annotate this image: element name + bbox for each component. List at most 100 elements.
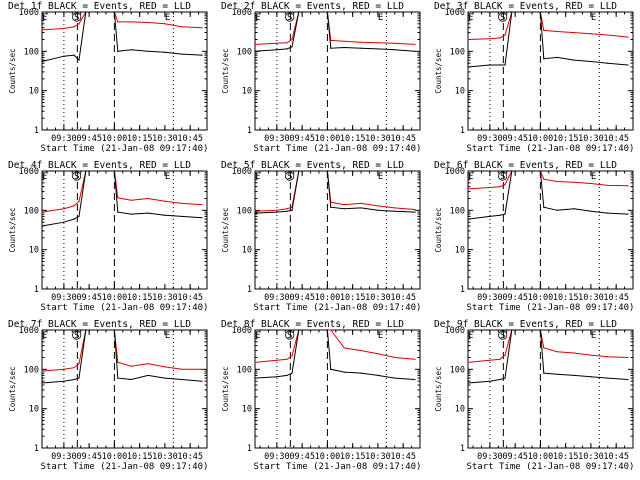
data-point-events xyxy=(360,47,362,49)
x-axis-label: Start Time (21-Jan-08 09:17:40) xyxy=(467,144,635,154)
y-tick-label: 1000 xyxy=(19,326,39,336)
y-tick-label: 1 xyxy=(460,444,465,454)
end-marker-label: E xyxy=(165,13,170,23)
series-line-events xyxy=(41,329,202,384)
x-tick-label: 10:30 xyxy=(365,452,391,462)
data-point-lld xyxy=(201,27,203,29)
data-point-events xyxy=(298,11,300,13)
data-point-lld xyxy=(63,368,65,370)
plot-frame xyxy=(254,170,421,290)
y-tick-label: 1000 xyxy=(445,8,465,18)
data-point-events xyxy=(117,211,119,213)
x-tick-label: 09:30 xyxy=(477,293,503,303)
data-point-events xyxy=(627,64,629,66)
data-point-events xyxy=(41,60,43,63)
data-point-lld xyxy=(343,347,345,349)
x-tick-label: 10:30 xyxy=(152,134,178,144)
data-point-events xyxy=(499,214,501,216)
data-point-lld xyxy=(41,211,43,213)
x-tick-label: 09:30 xyxy=(264,134,290,144)
data-point-events xyxy=(343,208,345,210)
x-tick-label: 09:45 xyxy=(289,134,315,144)
data-point-events xyxy=(254,212,256,214)
data-point-lld xyxy=(276,359,278,361)
data-point-events xyxy=(254,377,256,379)
panel-7: Det 7f BLACK = Events, RED = LLD 1 10 100 10… xyxy=(8,319,208,472)
data-point-lld xyxy=(360,41,362,43)
data-point-lld xyxy=(556,30,558,33)
data-point-lld xyxy=(164,23,166,25)
data-point-events xyxy=(377,209,379,211)
data-point-lld xyxy=(499,37,501,39)
y-tick-label: 100 xyxy=(450,47,465,57)
data-point-lld xyxy=(63,27,65,30)
data-point-events xyxy=(181,53,183,55)
data-point-events xyxy=(489,380,491,382)
x-tick-label: 09:30 xyxy=(51,134,77,144)
data-point-events xyxy=(394,49,396,51)
data-point-lld xyxy=(377,42,379,44)
data-point-events xyxy=(504,64,506,66)
panel-1: Det 1f BLACK = Events, RED = LLD 1 10 100 10… xyxy=(8,1,208,154)
y-tick-label: 1000 xyxy=(445,167,465,177)
start-marker-label: S xyxy=(287,13,292,23)
plot-frame xyxy=(41,170,208,290)
y-axis-label: Counts/sec xyxy=(8,48,17,93)
panel-title: Det 9f BLACK = Events, RED = LLD xyxy=(434,319,617,330)
x-tick-label: 10:00 xyxy=(102,293,128,303)
x-tick-label: 10:30 xyxy=(152,293,178,303)
y-tick-label: 100 xyxy=(24,47,39,57)
x-tick-label: 10:30 xyxy=(578,452,604,462)
panel-title: Det 6f BLACK = Events, RED = LLD xyxy=(434,160,617,171)
data-point-lld xyxy=(78,362,80,365)
series-line-events xyxy=(254,11,415,52)
data-point-lld xyxy=(573,352,575,354)
x-tick-label: 10:45 xyxy=(603,134,629,144)
start-marker-circle xyxy=(285,12,295,22)
data-point-lld xyxy=(360,349,362,352)
y-tick-label: 10 xyxy=(242,405,252,415)
data-point-events xyxy=(539,329,541,331)
end-marker-label: E xyxy=(468,172,473,182)
x-tick-label: 09:45 xyxy=(502,293,528,303)
data-point-events xyxy=(326,11,328,13)
end-marker-label: E xyxy=(165,172,170,182)
data-point-events xyxy=(543,58,545,60)
data-point-lld xyxy=(181,26,183,28)
data-point-events xyxy=(291,46,293,48)
x-tick-label: 09:30 xyxy=(264,452,290,462)
data-point-lld xyxy=(73,367,75,369)
x-tick-label: 10:00 xyxy=(528,293,554,303)
data-point-events xyxy=(63,380,65,382)
data-point-events xyxy=(276,376,278,378)
data-point-events xyxy=(467,66,469,68)
data-point-events xyxy=(164,51,166,53)
x-axis-label: Start Time (21-Jan-08 09:17:40) xyxy=(467,303,635,313)
data-point-events xyxy=(414,211,416,213)
data-point-events xyxy=(377,48,379,50)
series-line-events xyxy=(254,329,415,380)
data-point-lld xyxy=(291,38,293,41)
data-point-events xyxy=(117,50,119,52)
x-tick-label: 10:00 xyxy=(315,134,341,144)
data-point-events xyxy=(627,378,629,381)
data-point-events xyxy=(414,50,416,52)
y-tick-label: 10 xyxy=(29,246,39,256)
data-point-events xyxy=(539,11,541,13)
data-point-lld xyxy=(181,202,183,205)
data-point-events xyxy=(201,380,203,382)
data-point-lld xyxy=(164,200,166,202)
data-point-events xyxy=(343,46,345,49)
data-point-events xyxy=(607,212,609,214)
data-point-events xyxy=(78,377,80,379)
data-point-events xyxy=(511,329,513,331)
series-line-lld xyxy=(41,329,202,372)
x-tick-label: 10:30 xyxy=(578,293,604,303)
x-tick-label: 10:15 xyxy=(340,452,366,462)
data-point-lld xyxy=(504,354,506,356)
data-point-lld xyxy=(130,365,132,367)
data-point-events xyxy=(276,211,278,213)
y-tick-label: 10 xyxy=(29,87,39,97)
panel-title: Det 1f BLACK = Events, RED = LLD xyxy=(8,1,191,12)
plot-frame xyxy=(467,11,634,131)
